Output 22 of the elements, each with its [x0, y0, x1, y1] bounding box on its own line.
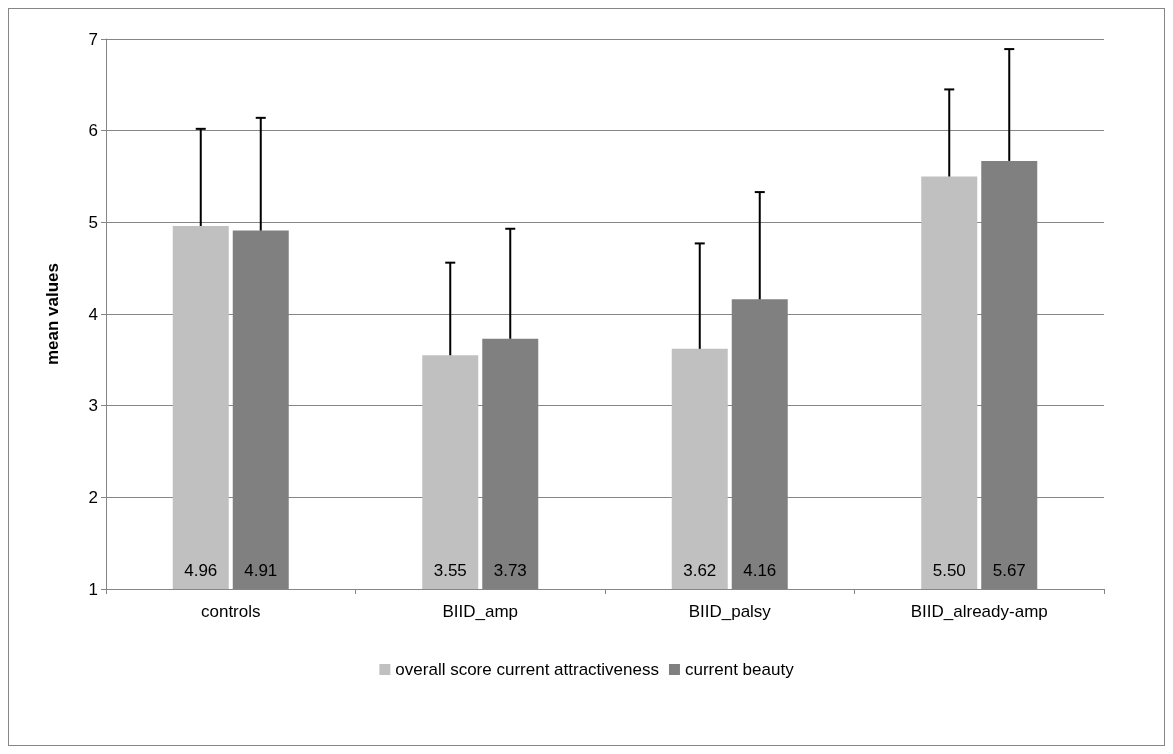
- y-tick-label: 6: [88, 121, 98, 141]
- y-tick-label: 5: [88, 212, 98, 232]
- data-label: 3.62: [683, 561, 717, 580]
- data-label: 3.55: [433, 561, 467, 580]
- data-label: 4.96: [184, 561, 218, 580]
- data-label: 3.73: [493, 561, 527, 580]
- legend-label: overall score current attractiveness: [395, 660, 659, 679]
- y-tick-label: 1: [88, 579, 98, 599]
- y-tick-label: 2: [88, 487, 98, 507]
- y-axis-title: mean values: [43, 262, 62, 366]
- data-label: 4.16: [743, 561, 777, 580]
- y-tick-label: 4: [88, 304, 98, 324]
- legend-label: current beauty: [684, 660, 795, 679]
- x-tick-label: BIID_amp: [442, 602, 519, 621]
- data-label: 5.67: [992, 561, 1026, 580]
- x-tick-label: BIID_palsy: [688, 602, 772, 621]
- x-tick-label: BIID_already-amp: [910, 602, 1048, 621]
- y-tick-label: 3: [88, 396, 98, 416]
- data-label: 5.50: [932, 561, 966, 580]
- x-tick-label: controls: [200, 602, 261, 621]
- y-tick-label: 7: [88, 29, 98, 49]
- data-label: 4.91: [244, 561, 278, 580]
